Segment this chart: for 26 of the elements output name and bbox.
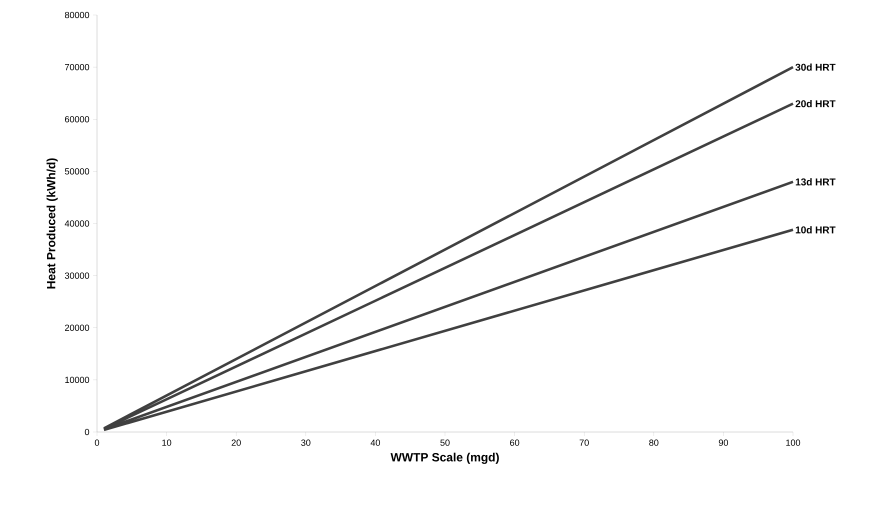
y-tick-label: 30000 (64, 272, 90, 279)
x-tick-label: 60 (510, 440, 520, 446)
x-tick-label: 20 (232, 440, 241, 446)
series-label: 20d HRT (796, 100, 836, 108)
y-tick-label: 0 (84, 428, 90, 436)
y-tick-label: 70000 (65, 64, 90, 70)
y-tick-label: 20000 (65, 324, 90, 331)
y-tick-label: 80000 (64, 12, 90, 18)
y-axis-title: Heat Produced (kWh/d) (46, 158, 58, 288)
series-label: 30d HRT (795, 63, 836, 71)
x-tick-label: 80 (649, 440, 658, 446)
y-tick-label: 60000 (65, 116, 90, 122)
x-tick-label: 40 (370, 440, 380, 446)
series-label: 13d HRT (796, 178, 836, 186)
x-tick-label: 90 (718, 440, 728, 446)
y-tick-label: 40000 (64, 220, 90, 227)
x-tick-label: 0 (94, 440, 100, 446)
y-tick-label: 50000 (64, 168, 90, 175)
series-label: 10d HRT (796, 226, 836, 234)
x-tick-label: 30 (301, 440, 310, 446)
y-tick-label: 10000 (65, 376, 90, 384)
x-tick-label: 100 (786, 440, 800, 446)
x-tick-label: 10 (162, 440, 172, 446)
x-tick-label: 70 (580, 440, 589, 446)
x-tick-label: 50 (440, 440, 450, 446)
x-axis-title: WWTP Scale (mgd) (390, 452, 499, 464)
